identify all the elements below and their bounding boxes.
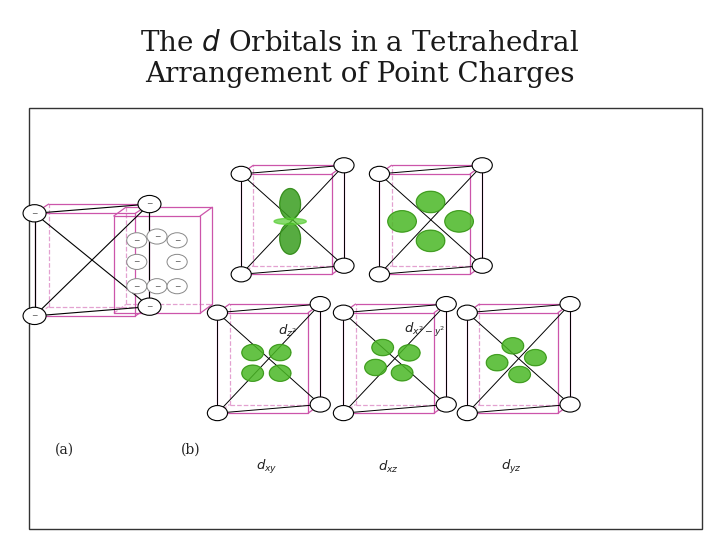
Text: −: − bbox=[134, 258, 140, 266]
Text: Arrangement of Point Charges: Arrangement of Point Charges bbox=[145, 61, 575, 88]
Text: −: − bbox=[154, 282, 160, 291]
Text: $d_{yz}$: $d_{yz}$ bbox=[500, 458, 522, 476]
Circle shape bbox=[231, 267, 251, 282]
Circle shape bbox=[23, 205, 46, 222]
Text: −: − bbox=[32, 312, 37, 320]
Circle shape bbox=[127, 254, 147, 269]
Circle shape bbox=[457, 406, 477, 421]
Text: $d_{xy}$: $d_{xy}$ bbox=[256, 458, 277, 476]
Circle shape bbox=[333, 305, 354, 320]
Circle shape bbox=[147, 229, 167, 244]
Circle shape bbox=[138, 195, 161, 213]
Text: −: − bbox=[32, 209, 37, 218]
Polygon shape bbox=[242, 345, 264, 361]
Circle shape bbox=[436, 296, 456, 312]
Polygon shape bbox=[525, 349, 546, 366]
Circle shape bbox=[147, 279, 167, 294]
Text: $d_{z^2}$: $d_{z^2}$ bbox=[279, 322, 297, 339]
Text: −: − bbox=[154, 232, 160, 241]
Text: −: − bbox=[174, 282, 180, 291]
Polygon shape bbox=[398, 345, 420, 361]
Polygon shape bbox=[242, 365, 264, 381]
Polygon shape bbox=[280, 223, 300, 254]
Text: −: − bbox=[134, 236, 140, 245]
Circle shape bbox=[369, 166, 390, 181]
Circle shape bbox=[127, 233, 147, 248]
Circle shape bbox=[127, 279, 147, 294]
Text: −: − bbox=[174, 236, 180, 245]
Circle shape bbox=[369, 267, 390, 282]
Circle shape bbox=[207, 305, 228, 320]
Circle shape bbox=[334, 258, 354, 273]
Circle shape bbox=[457, 305, 477, 320]
Polygon shape bbox=[280, 188, 300, 220]
Circle shape bbox=[560, 296, 580, 312]
Text: $d_{x^2-y^2}$: $d_{x^2-y^2}$ bbox=[404, 321, 446, 340]
Text: (b): (b) bbox=[181, 442, 201, 456]
Polygon shape bbox=[445, 211, 473, 232]
Circle shape bbox=[560, 397, 580, 412]
Text: $d_{xz}$: $d_{xz}$ bbox=[378, 459, 400, 475]
Circle shape bbox=[472, 158, 492, 173]
Circle shape bbox=[310, 397, 330, 412]
Circle shape bbox=[167, 254, 187, 269]
Polygon shape bbox=[502, 338, 523, 354]
Bar bbox=[29, 108, 702, 529]
Polygon shape bbox=[269, 365, 291, 381]
Text: −: − bbox=[174, 258, 180, 266]
Text: −: − bbox=[134, 282, 140, 291]
Circle shape bbox=[207, 406, 228, 421]
Polygon shape bbox=[372, 340, 394, 356]
Circle shape bbox=[436, 397, 456, 412]
Circle shape bbox=[333, 406, 354, 421]
Polygon shape bbox=[392, 364, 413, 381]
Polygon shape bbox=[388, 211, 416, 232]
Text: The $\it{d}$ Orbitals in a Tetrahedral: The $\it{d}$ Orbitals in a Tetrahedral bbox=[140, 30, 580, 57]
Text: −: − bbox=[146, 302, 153, 311]
Polygon shape bbox=[269, 345, 291, 361]
Polygon shape bbox=[365, 360, 387, 375]
Circle shape bbox=[231, 166, 251, 181]
Text: −: − bbox=[146, 200, 153, 208]
Circle shape bbox=[23, 307, 46, 325]
Polygon shape bbox=[486, 355, 508, 371]
Circle shape bbox=[167, 233, 187, 248]
Circle shape bbox=[167, 279, 187, 294]
Circle shape bbox=[334, 158, 354, 173]
Circle shape bbox=[138, 298, 161, 315]
Polygon shape bbox=[509, 367, 531, 383]
Polygon shape bbox=[416, 191, 445, 213]
Circle shape bbox=[472, 258, 492, 273]
Circle shape bbox=[310, 296, 330, 312]
Text: (a): (a) bbox=[55, 442, 74, 456]
Polygon shape bbox=[416, 230, 445, 252]
Polygon shape bbox=[274, 218, 306, 225]
